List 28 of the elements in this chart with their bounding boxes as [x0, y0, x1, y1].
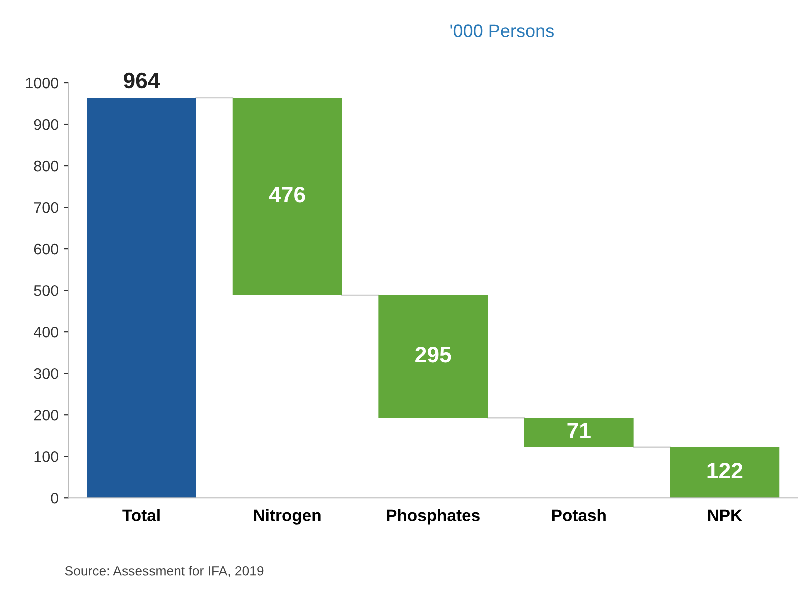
y-tick-label: 400 — [34, 326, 59, 338]
y-tick-label: 900 — [34, 119, 59, 130]
chart-title: '000 Persons — [450, 24, 554, 38]
y-tick-label: 800 — [34, 160, 59, 172]
source-note: Source: Assessment for IFA, 2019 — [65, 566, 264, 578]
data-label: 295 — [416, 347, 452, 363]
data-label: 964 — [124, 72, 160, 89]
y-tick-label: 600 — [34, 244, 59, 255]
y-tick-label: 500 — [34, 285, 59, 296]
y-tick-label: 0 — [51, 492, 59, 504]
x-tick-label: NPK — [708, 510, 742, 522]
y-tick-label: 200 — [34, 410, 59, 421]
bar — [670, 447, 780, 498]
y-tick-label: 1000 — [26, 78, 59, 89]
data-label: 122 — [708, 463, 743, 479]
x-tick-label: Phosphates — [387, 509, 480, 525]
y-tick-label: 300 — [34, 368, 59, 380]
y-tick-label: 100 — [34, 451, 59, 462]
y-tick-label: 700 — [34, 202, 59, 214]
x-tick-label: Total — [122, 509, 160, 522]
x-tick-label: Nitrogen — [254, 509, 321, 525]
bar — [232, 98, 342, 296]
bar — [378, 296, 488, 418]
data-label: 476 — [269, 186, 306, 203]
data-label: 71 — [568, 423, 591, 438]
bar — [524, 418, 634, 448]
x-tick-label: Potash — [552, 509, 606, 522]
bar — [87, 98, 196, 498]
